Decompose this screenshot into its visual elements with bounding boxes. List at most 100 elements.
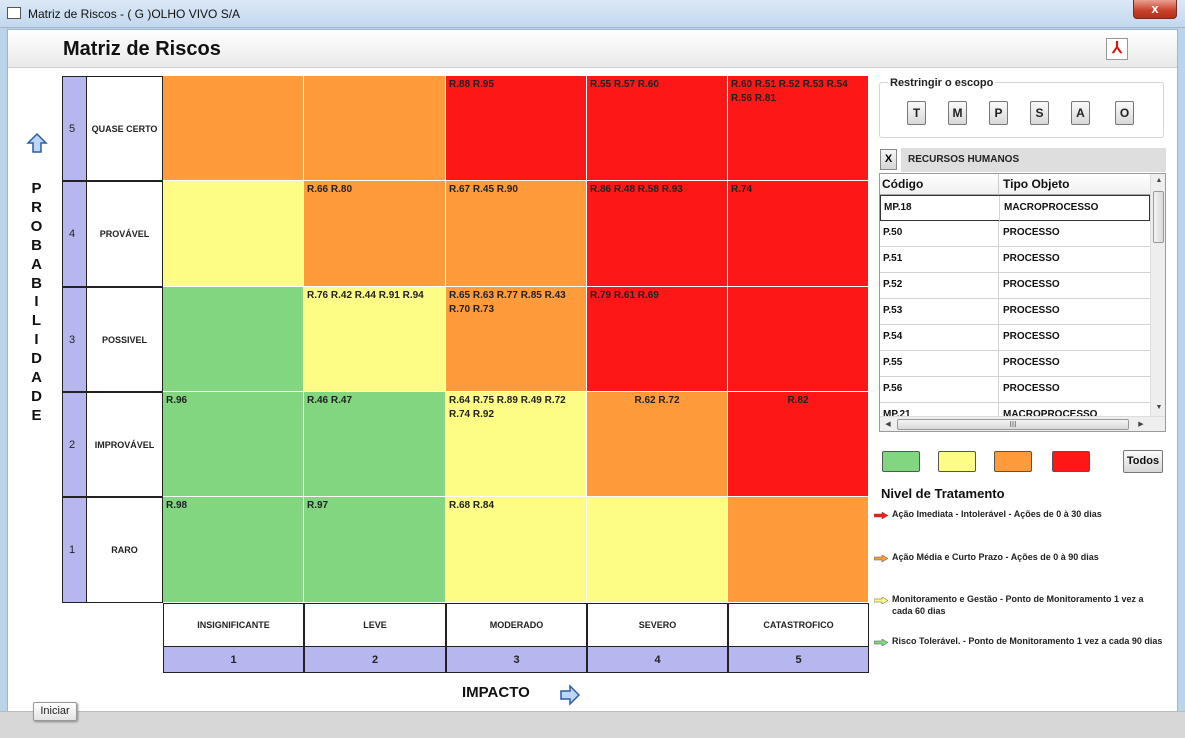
nivel-item-text: Monitoramento e Gestão - Ponto de Monito… (892, 594, 1144, 616)
pdf-icon[interactable]: ⅄ (1106, 38, 1128, 60)
todos-button[interactable]: Todos (1123, 450, 1163, 473)
matrix-cell[interactable]: R.62 R.72 (587, 392, 728, 497)
nivel-item: Ação Média e Curto Prazo - Ações de 0 à … (873, 551, 1164, 563)
cell-codigo: P.51 (883, 253, 903, 264)
vertical-scroll-thumb[interactable] (1153, 191, 1164, 243)
impact-axis-label: IMPACTO (462, 684, 530, 701)
probability-number-text: 4 (69, 228, 76, 240)
scroll-right-icon[interactable]: ▶ (1138, 421, 1144, 428)
matrix-cell[interactable] (163, 181, 304, 287)
probability-letter: O (30, 217, 44, 235)
scroll-up-icon[interactable]: ▲ (1155, 177, 1163, 184)
matrix-cell[interactable]: R.65 R.63 R.77 R.85 R.43 R.70 R.73 (446, 287, 587, 392)
filter-title-bar: RECURSOS HUMANOS (901, 148, 1166, 172)
window-title: Matriz de Riscos - ( G )OLHO VIVO S/A (28, 7, 241, 21)
nivel-title: Nivel de Tratamento (881, 486, 1005, 501)
matrix-cell[interactable] (728, 287, 869, 392)
matrix-cell[interactable]: R.88 R.95 (446, 76, 587, 181)
table-row[interactable]: P.51 PROCESSO (880, 247, 1150, 273)
objects-table: Código Tipo Objeto MP.18 MACROPROCESSO P.5… (879, 173, 1166, 432)
arrow-red-icon (873, 510, 889, 520)
matrix-cell[interactable]: R.68 R.84 (446, 497, 587, 603)
matrix-cell[interactable]: R.60 R.51 R.52 R.53 R.54 R.56 R.81 (728, 76, 869, 181)
table-row[interactable]: P.54 PROCESSO (880, 325, 1150, 351)
clear-filter-button[interactable]: X (880, 149, 897, 170)
scope-button-t[interactable]: T (907, 101, 926, 125)
matrix-cell[interactable] (163, 76, 304, 181)
table-row[interactable]: P.55 PROCESSO (880, 351, 1150, 377)
matrix-cell[interactable]: R.98 (163, 497, 304, 603)
scope-legend: Restringir o escopo (888, 77, 996, 89)
probability-level-number: 3 (62, 287, 87, 392)
scroll-left-icon[interactable]: ◀ (885, 421, 891, 428)
cell-codigo: P.54 (883, 331, 903, 342)
table-row[interactable]: P.52 PROCESSO (880, 273, 1150, 299)
horizontal-scroll-thumb[interactable]: III (897, 419, 1129, 430)
matrix-cell[interactable] (728, 497, 869, 603)
filter-green-button[interactable] (882, 451, 920, 472)
table-row[interactable]: MP.18 MACROPROCESSO (880, 195, 1150, 222)
scroll-down-icon[interactable]: ▼ (1155, 404, 1163, 411)
column-header-codigo[interactable]: Código (882, 177, 924, 191)
iniciar-button[interactable]: Iniciar (33, 702, 77, 721)
matrix-cell[interactable]: R.74 (728, 181, 869, 287)
scope-button-p[interactable]: P (989, 101, 1008, 125)
matrix-cell[interactable]: R.86 R.48 R.58 R.93 (587, 181, 728, 287)
probability-letter: D (31, 350, 43, 368)
impact-level-name: SEVERO (587, 603, 728, 647)
scope-button-a[interactable]: A (1071, 101, 1090, 125)
nivel-item-text: Risco Tolerável. - Ponto de Monitorament… (892, 636, 1163, 646)
filter-red-button[interactable] (1052, 451, 1090, 472)
vertical-scrollbar[interactable]: ▲ ▼ (1150, 174, 1165, 416)
matrix-cell[interactable]: R.64 R.75 R.89 R.49 R.72 R.74 R.92 (446, 392, 587, 497)
filter-title: RECURSOS HUMANOS (908, 154, 1020, 165)
cell-codigo: MP.21 (883, 409, 911, 420)
probability-letter: A (31, 255, 43, 273)
probability-letter: D (31, 387, 43, 405)
arrow-up-icon (26, 132, 48, 153)
matrix-cell[interactable]: R.66 R.80 (304, 181, 446, 287)
matrix-cell[interactable]: R.96 (163, 392, 304, 497)
probability-number-text: 5 (69, 122, 76, 135)
table-row[interactable]: P.53 PROCESSO (880, 299, 1150, 325)
filter-yellow-button[interactable] (938, 451, 976, 472)
scope-button-s[interactable]: S (1030, 101, 1049, 125)
matrix-cell[interactable]: R.46 R.47 (304, 392, 446, 497)
matrix-cell[interactable]: R.79 R.61 R.69 (587, 287, 728, 392)
title-bar: Matriz de Riscos - ( G )OLHO VIVO S/A x (0, 0, 1185, 28)
horizontal-scrollbar[interactable]: ◀ III ▶ (880, 416, 1165, 431)
matrix-cell[interactable]: R.55 R.57 R.60 (587, 76, 728, 181)
matrix-cell[interactable]: R.67 R.45 R.90 (446, 181, 587, 287)
probability-level-number: 5 (62, 76, 87, 181)
probability-level-number: 4 (62, 181, 87, 287)
scope-button-o[interactable]: O (1115, 101, 1134, 125)
probability-letter: B (31, 236, 43, 254)
cell-tipo-objeto: MACROPROCESSO (1004, 202, 1099, 213)
table-row[interactable]: P.50 PROCESSO (880, 221, 1150, 247)
filter-orange-button[interactable] (994, 451, 1032, 472)
status-bar (0, 711, 1185, 738)
cell-tipo-objeto: MACROPROCESSO (1003, 409, 1098, 420)
matrix-cell[interactable] (304, 76, 446, 181)
column-header-tipo-objeto[interactable]: Tipo Objeto (1003, 177, 1070, 191)
impact-level-number: 4 (587, 646, 728, 673)
matrix-cell[interactable]: R.97 (304, 497, 446, 603)
cell-tipo-objeto: PROCESSO (1003, 357, 1060, 368)
matrix-cell[interactable]: R.76 R.42 R.44 R.91 R.94 (304, 287, 446, 392)
cell-codigo: P.56 (883, 383, 903, 394)
table-row[interactable]: P.56 PROCESSO (880, 377, 1150, 403)
matrix-cell[interactable]: R.82 (728, 392, 869, 497)
nivel-item-text: Ação Média e Curto Prazo - Ações de 0 à … (892, 552, 1099, 562)
scope-button-m[interactable]: M (948, 101, 967, 125)
probability-number-text: 3 (69, 333, 76, 346)
close-button[interactable]: x (1133, 0, 1177, 19)
cell-tipo-objeto: PROCESSO (1003, 383, 1060, 394)
probability-level-name: RARO (86, 497, 163, 603)
impact-level-number: 2 (304, 646, 446, 673)
probability-level-name: POSSIVEL (86, 287, 163, 392)
cell-tipo-objeto: PROCESSO (1003, 279, 1060, 290)
matrix-cell[interactable] (163, 287, 304, 392)
matrix-cell[interactable] (587, 497, 728, 603)
